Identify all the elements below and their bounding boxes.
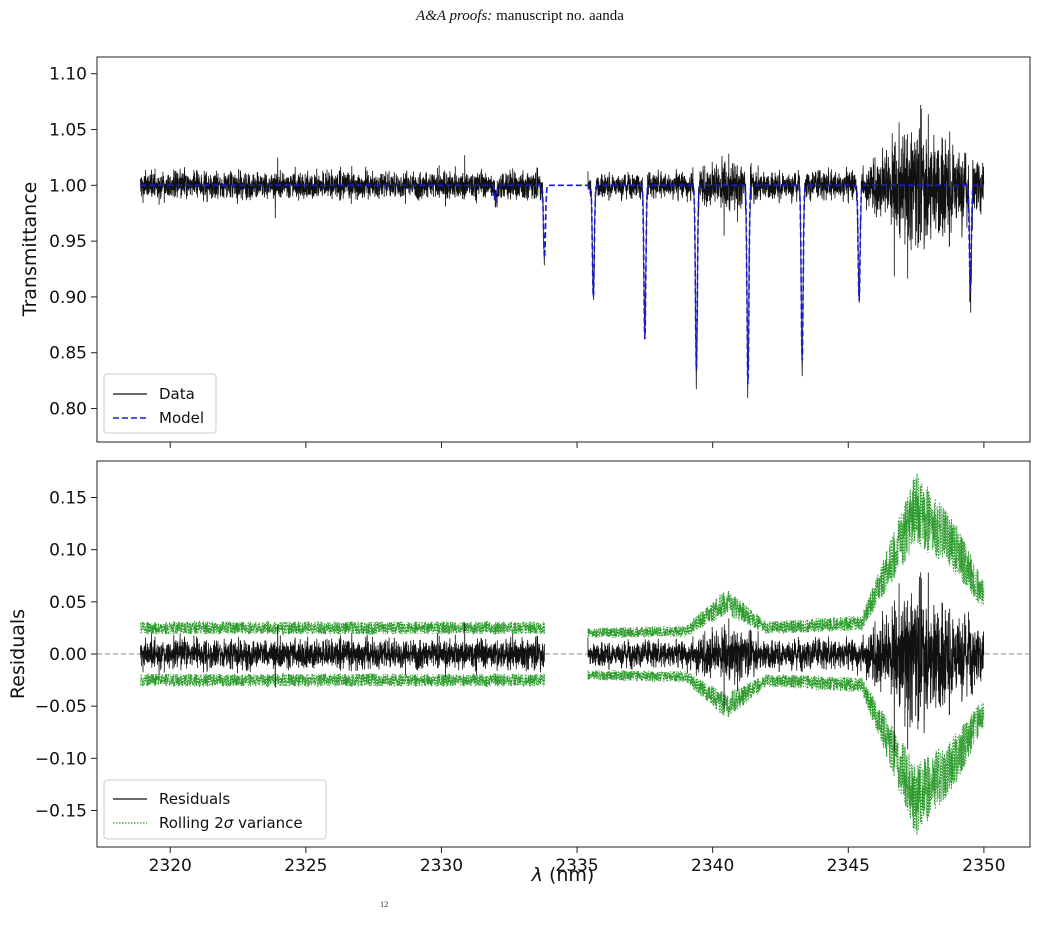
page-header: A&A proofs: manuscript no. aanda <box>0 8 1040 25</box>
top-plot-frame <box>96 56 1031 443</box>
legend-residuals-label: Residuals <box>159 790 230 808</box>
residuals-panel: −0.15 −0.10 −0.05 0.00 0.05 0.10 0.15 2320 2325… <box>7 460 1031 886</box>
footer-fragment: 12 <box>380 900 389 909</box>
x-tick-label: 2345 <box>827 856 870 876</box>
x-tick-label: 2330 <box>420 856 463 876</box>
bottom-y-axis-label: Residuals <box>7 609 29 699</box>
journal-name: A&A proofs: <box>416 8 493 24</box>
variance-upper-line <box>140 473 985 638</box>
top-legend: Data Model <box>103 373 217 434</box>
bottom-y-ticks: −0.15 −0.10 −0.05 0.00 0.05 0.10 0.15 <box>35 489 97 821</box>
x-axis-symbol: λ <box>531 864 543 886</box>
transmittance-panel: 0.80 0.85 0.90 0.95 1.00 1.05 1.10 Transmittan… <box>19 56 1031 448</box>
transmittance-data-line <box>140 104 985 399</box>
x-tick-label: 2320 <box>149 856 192 876</box>
bottom-legend: Residuals Rolling 2σ variance <box>103 779 327 840</box>
residuals-line <box>140 572 985 752</box>
bottom-x-ticks: 2320 2325 2330 2335 2340 2345 2350 <box>149 847 1006 876</box>
y-tick-label: 0.90 <box>49 288 87 308</box>
y-tick-label: 1.05 <box>49 121 87 141</box>
y-tick-label: 0.95 <box>49 232 87 252</box>
legend-data-label: Data <box>159 385 195 403</box>
y-tick-label: 0.10 <box>49 541 87 561</box>
y-tick-label: −0.15 <box>35 801 87 821</box>
page-footer: 12 <box>380 900 388 914</box>
x-tick-label: 2340 <box>691 856 734 876</box>
y-tick-label: 1.00 <box>49 176 87 196</box>
y-tick-label: −0.10 <box>35 749 87 769</box>
x-axis-label: λ (nm) <box>531 864 595 886</box>
y-tick-label: −0.05 <box>35 697 87 717</box>
bottom-legend-box <box>103 779 327 840</box>
top-y-ticks: 0.80 0.85 0.90 0.95 1.00 1.05 1.10 <box>49 65 97 420</box>
top-y-axis-label: Transmittance <box>19 182 41 318</box>
y-tick-label: 0.15 <box>49 489 87 509</box>
x-axis-unit: (nm) <box>543 864 594 886</box>
x-tick-label: 2325 <box>284 856 327 876</box>
transmittance-model-line <box>140 184 984 385</box>
variance-lower-line <box>140 670 985 835</box>
legend-model-label: Model <box>159 409 204 427</box>
y-tick-label: 0.85 <box>49 344 87 364</box>
x-tick-label: 2350 <box>962 856 1005 876</box>
y-tick-label: 0.00 <box>49 645 87 665</box>
x-tick-label: 2335 <box>555 856 598 876</box>
y-tick-label: 0.05 <box>49 593 87 613</box>
legend-variance-label: Rolling 2σ variance <box>159 814 303 832</box>
y-tick-label: 0.80 <box>49 400 87 420</box>
top-x-ticks <box>169 442 985 448</box>
y-tick-label: 1.10 <box>49 65 87 85</box>
manuscript-label: manuscript no. aanda <box>492 8 624 24</box>
